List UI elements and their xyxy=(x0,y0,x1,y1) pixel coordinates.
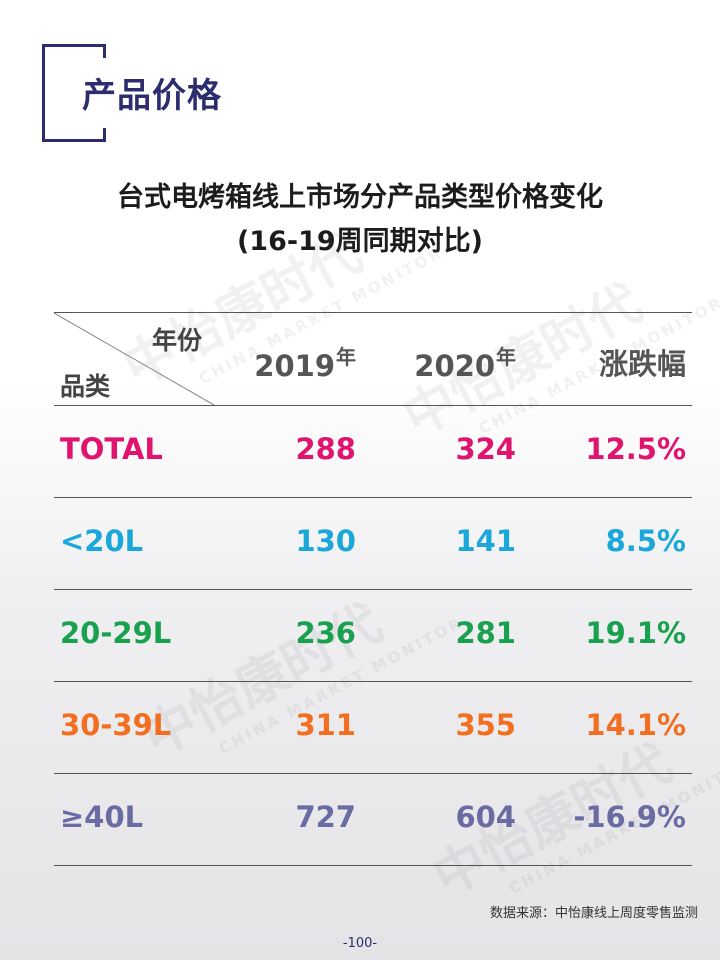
header-change: 涨跌幅 xyxy=(598,347,686,381)
row-value-2020: 324 xyxy=(455,432,516,466)
row-category: 30-39L xyxy=(60,708,172,742)
table-row: 30-39L 311 355 14.1% xyxy=(54,682,692,774)
table-row: 20-29L 236 281 19.1% xyxy=(54,590,692,682)
row-value-2020: 281 xyxy=(455,616,516,650)
data-source-note: 数据来源：中怡康线上周度零售监测 xyxy=(489,906,698,921)
table-header-row: 年份 品类 2019年 2020年 涨跌幅 xyxy=(54,312,692,406)
row-change: 19.1% xyxy=(585,616,686,650)
row-category: <20L xyxy=(60,524,144,558)
chart-title-line1: 台式电烤箱线上市场分产品类型价格变化 xyxy=(117,182,603,213)
row-value-2019: 311 xyxy=(295,708,356,742)
row-value-2020: 141 xyxy=(455,524,516,558)
row-value-2020: 355 xyxy=(455,708,516,742)
row-value-2019: 288 xyxy=(295,432,356,466)
table-row: <20L 130 141 8.5% xyxy=(54,498,692,590)
chart-title-line2: (16-19周同期对比) xyxy=(236,226,484,257)
row-value-2020: 604 xyxy=(455,800,516,834)
table-row: TOTAL 288 324 12.5% xyxy=(54,406,692,498)
header-2019: 2019年 xyxy=(254,345,356,383)
header-2020: 2020年 xyxy=(414,345,516,383)
row-change: 8.5% xyxy=(605,524,686,558)
section-title: 产品价格 xyxy=(82,76,222,116)
row-change: 12.5% xyxy=(585,432,686,466)
page-number: -100- xyxy=(342,936,378,951)
price-table: 年份 品类 2019年 2020年 涨跌幅 TOTAL 288 324 12.5… xyxy=(54,312,692,866)
row-change: -16.9% xyxy=(573,800,686,834)
title-bracket xyxy=(42,44,106,142)
row-category: ≥40L xyxy=(60,800,144,834)
chart-title: 台式电烤箱线上市场分产品类型价格变化 (16-19周同期对比) xyxy=(0,176,720,264)
table-row: ≥40L 727 604 -16.9% xyxy=(54,774,692,866)
row-change: 14.1% xyxy=(585,708,686,742)
row-category: TOTAL xyxy=(60,432,163,466)
header-category-label: 品类 xyxy=(60,372,111,401)
row-category: 20-29L xyxy=(60,616,172,650)
header-year-label: 年份 xyxy=(152,326,203,355)
row-value-2019: 130 xyxy=(295,524,356,558)
row-value-2019: 727 xyxy=(295,800,356,834)
header-diagonal-line xyxy=(54,313,214,405)
row-value-2019: 236 xyxy=(295,616,356,650)
